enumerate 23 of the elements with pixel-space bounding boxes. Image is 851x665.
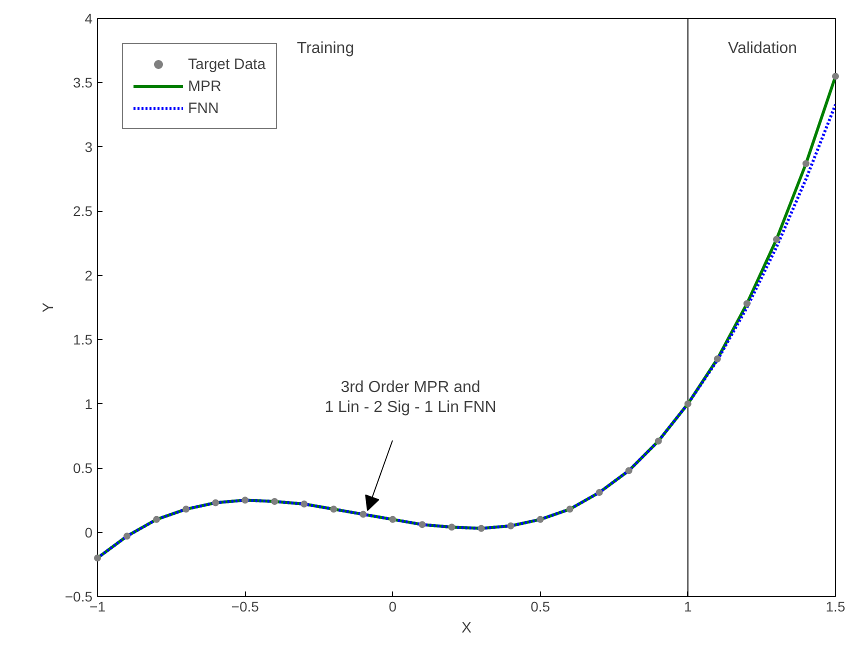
annotation: Validation [728, 40, 798, 57]
y-tick-label: 0.5 [73, 460, 93, 476]
x-axis-title: X [462, 620, 472, 636]
annotation: Training [296, 40, 354, 57]
x-tick-label: 1.5 [826, 598, 846, 614]
y-tick-label: 2 [84, 267, 93, 284]
y-tick-label: 1.5 [73, 332, 93, 348]
x-tick-label: −0.5 [231, 598, 260, 614]
y-tick-label: −0.5 [64, 588, 93, 604]
y-axis-title: Y [40, 302, 57, 312]
y-tick-label: 0 [84, 524, 93, 540]
y-tick-label: 3.5 [73, 74, 93, 91]
x-tick-label: 1 [684, 598, 692, 614]
legend-label: FNN [188, 100, 219, 116]
x-tick-label: 0.5 [530, 598, 550, 614]
x-tick-label: 0 [388, 598, 397, 614]
annotation: 3rd Order MPR and 1 Lin - 2 Sig - 1 Lin FNN [324, 378, 496, 416]
y-tick-label: 2.5 [73, 203, 93, 220]
legend-label: Target Data [188, 56, 266, 72]
y-tick-label: 4 [84, 10, 93, 26]
y-tick-label: 1 [84, 396, 93, 412]
legend-label: MPR [188, 78, 222, 94]
y-tick-label: 3 [84, 138, 93, 155]
